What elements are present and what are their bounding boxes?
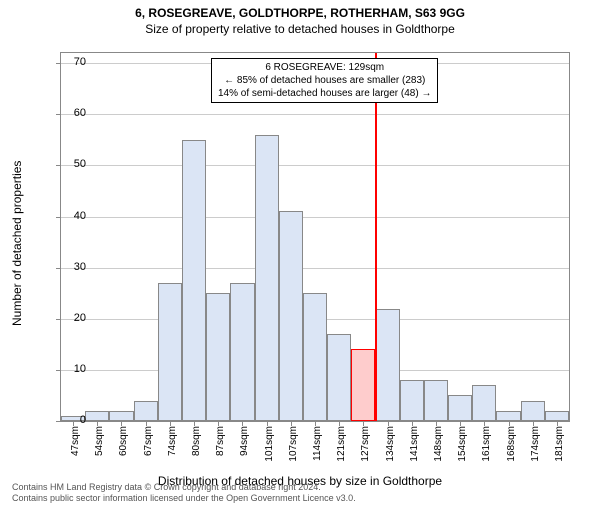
annotation-line: 6 ROSEGREAVE: 129sqm	[218, 61, 431, 74]
y-tick-label: 40	[60, 210, 86, 222]
histogram-bar	[375, 309, 399, 421]
x-tick-label: 67sqm	[143, 426, 154, 466]
x-tick-label: 60sqm	[118, 426, 129, 466]
grid-line	[61, 268, 569, 269]
footer-line2: Contains public sector information licen…	[12, 493, 356, 504]
histogram-bar	[230, 283, 254, 421]
x-tick-label: 161sqm	[481, 426, 492, 466]
x-tick-label: 148sqm	[433, 426, 444, 466]
histogram-bar	[109, 411, 133, 421]
x-tick-label: 107sqm	[288, 426, 299, 466]
x-tick-label: 181sqm	[554, 426, 565, 466]
histogram-bar	[182, 140, 206, 421]
annotation-line: 14% of semi-detached houses are larger (…	[218, 87, 431, 100]
histogram-bar	[303, 293, 327, 421]
histogram-bar	[448, 395, 472, 421]
x-tick-label: 168sqm	[506, 426, 517, 466]
chart-title-sub: Size of property relative to detached ho…	[0, 22, 600, 36]
x-tick-label: 114sqm	[312, 426, 323, 466]
x-tick-label: 154sqm	[457, 426, 468, 466]
y-tick-label: 70	[60, 56, 86, 68]
annotation-box: 6 ROSEGREAVE: 129sqm← 85% of detached ho…	[211, 58, 438, 103]
histogram-bar	[158, 283, 182, 421]
x-tick-label: 141sqm	[409, 426, 420, 466]
histogram-bar	[545, 411, 569, 421]
histogram-bar	[85, 411, 109, 421]
footer-line1: Contains HM Land Registry data © Crown c…	[12, 482, 356, 493]
y-tick-label: 20	[60, 312, 86, 324]
chart-plot-area: 6 ROSEGREAVE: 129sqm← 85% of detached ho…	[60, 52, 570, 422]
y-tick-label: 50	[60, 158, 86, 170]
x-tick-label: 54sqm	[94, 426, 105, 466]
y-tick-label: 60	[60, 107, 86, 119]
x-tick-label: 134sqm	[385, 426, 396, 466]
histogram-bar	[351, 349, 375, 421]
grid-line	[61, 165, 569, 166]
grid-line	[61, 114, 569, 115]
annotation-line: ← 85% of detached houses are smaller (28…	[218, 74, 431, 87]
footer-attribution: Contains HM Land Registry data © Crown c…	[12, 482, 356, 504]
histogram-bar	[424, 380, 448, 421]
histogram-bar	[472, 385, 496, 421]
x-tick-label: 87sqm	[215, 426, 226, 466]
x-tick-label: 101sqm	[264, 426, 275, 466]
y-axis-label: Number of detached properties	[10, 161, 24, 326]
histogram-bar	[255, 135, 279, 421]
x-tick-label: 47sqm	[70, 426, 81, 466]
y-tick-label: 30	[60, 261, 86, 273]
grid-line	[61, 217, 569, 218]
reference-line	[375, 53, 377, 421]
histogram-bar	[327, 334, 351, 421]
x-tick-label: 127sqm	[360, 426, 371, 466]
histogram-bar	[134, 401, 158, 421]
x-tick-label: 80sqm	[191, 426, 202, 466]
y-tick-label: 0	[60, 414, 86, 426]
histogram-bar	[279, 211, 303, 421]
chart-title-main: 6, ROSEGREAVE, GOLDTHORPE, ROTHERHAM, S6…	[0, 6, 600, 20]
histogram-bar	[400, 380, 424, 421]
histogram-bar	[206, 293, 230, 421]
x-tick-label: 74sqm	[167, 426, 178, 466]
x-tick-label: 121sqm	[336, 426, 347, 466]
x-tick-label: 174sqm	[530, 426, 541, 466]
x-tick-label: 94sqm	[239, 426, 250, 466]
y-tick-label: 10	[60, 363, 86, 375]
histogram-bar	[521, 401, 545, 421]
histogram-bar	[496, 411, 520, 421]
